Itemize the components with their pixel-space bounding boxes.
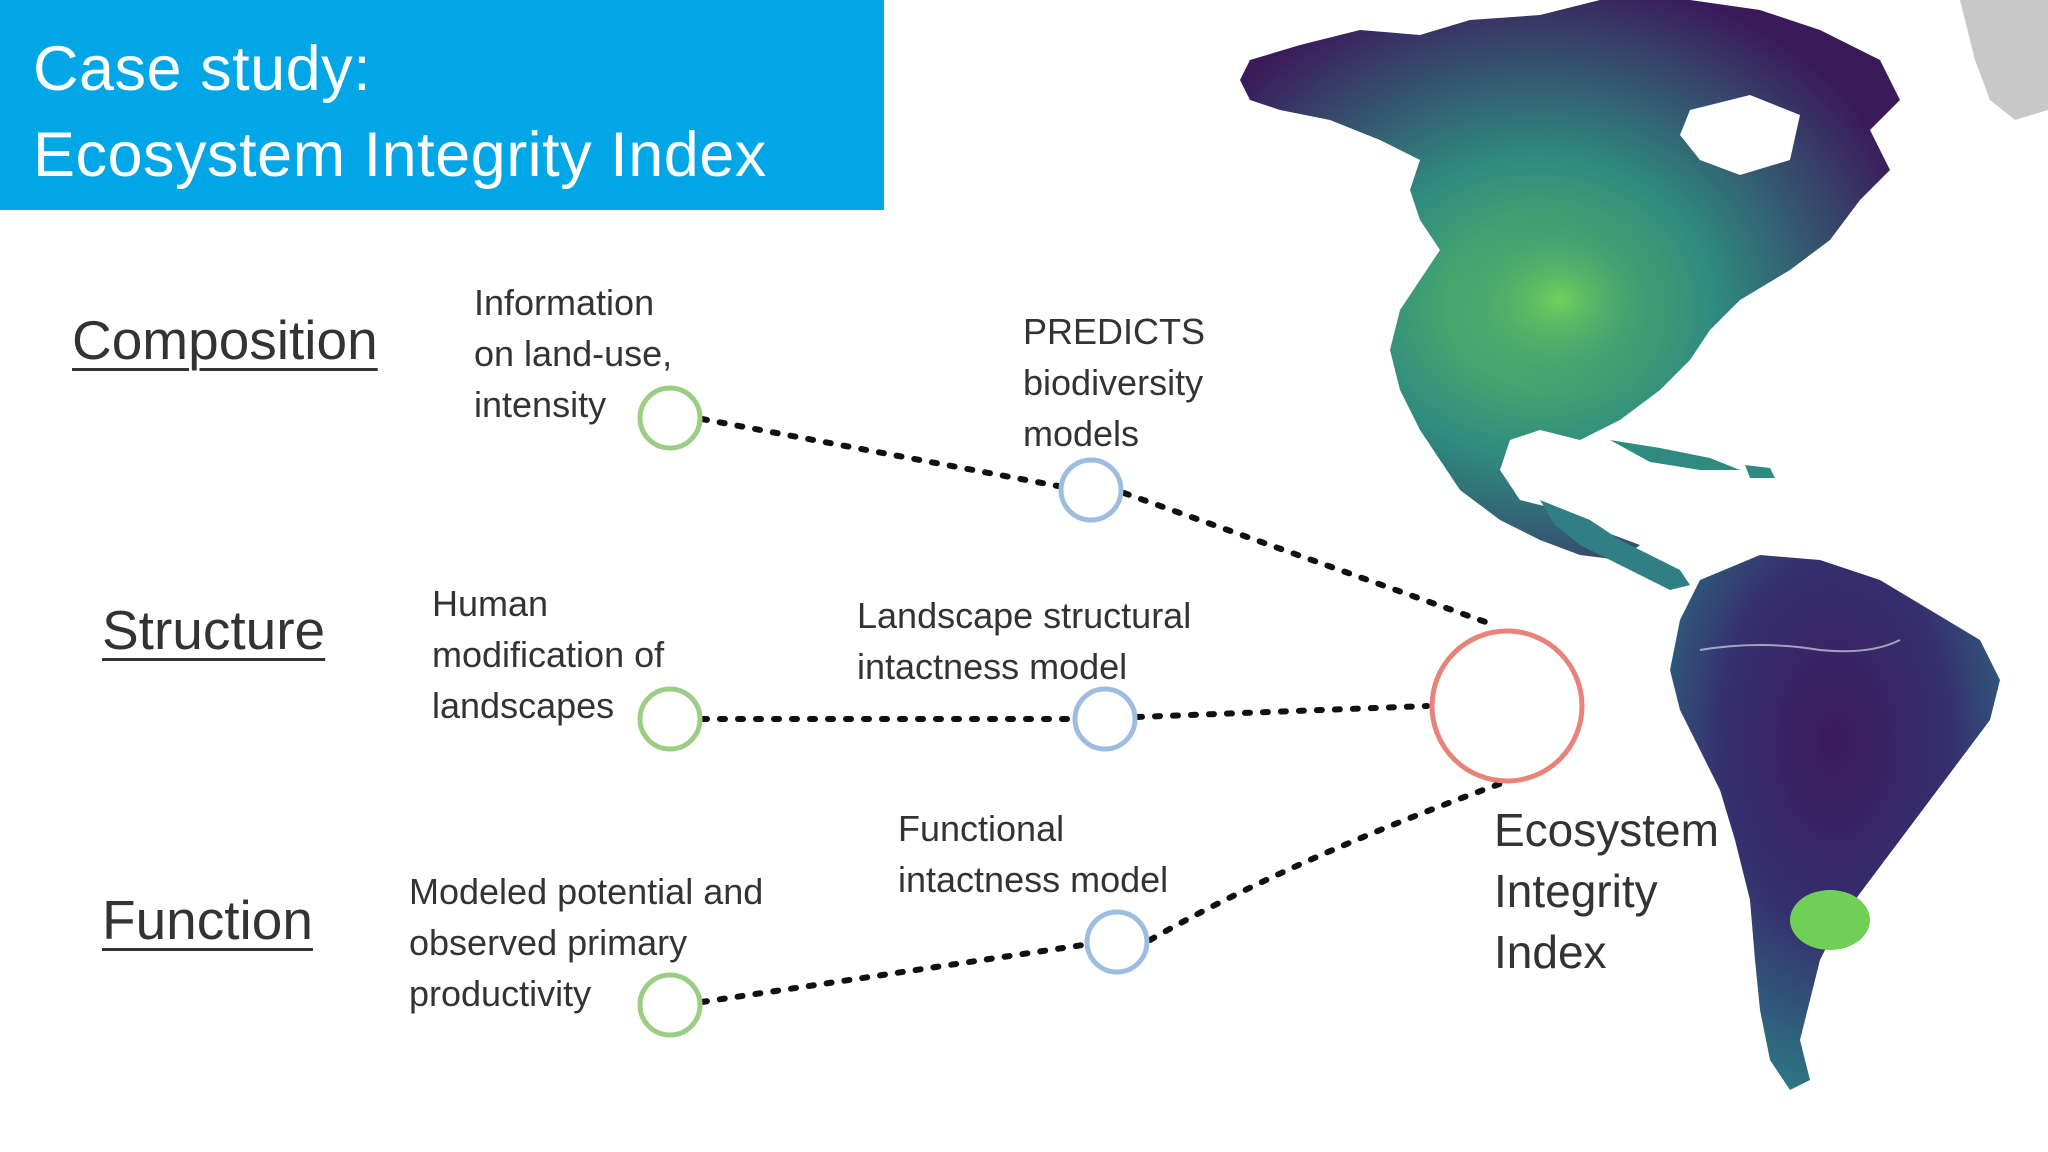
amazon-river [1699, 639, 1901, 653]
connector-composition-model-to-index [1121, 490, 1497, 628]
input-node-composition [637, 385, 703, 451]
central-america-shape [1540, 500, 1690, 590]
title-banner: Case study: Ecosystem Integrity Index [0, 0, 884, 210]
model-label-composition: PREDICTS biodiversity models [1023, 306, 1205, 459]
model-label-structure-line: Landscape structural [857, 595, 1192, 636]
output-label-line: Integrity [1494, 865, 1658, 917]
input-label-function: Modeled potential and observed primary p… [409, 866, 763, 1019]
greenland-shape [1960, 0, 2048, 120]
output-label-line: Ecosystem [1494, 804, 1719, 856]
model-nodes [1058, 457, 1150, 975]
input-nodes [637, 385, 703, 1038]
model-label-composition-line: PREDICTS [1023, 311, 1206, 352]
connector-composition-input-to-model [699, 416, 1061, 489]
connector-lines [699, 416, 1508, 1005]
connector-function-model-to-index [1147, 779, 1508, 943]
pillar-structure: Structure [102, 599, 326, 661]
input-label-composition-line: intensity [474, 384, 607, 425]
input-label-composition-line: Information [474, 282, 655, 323]
model-node-structure [1072, 686, 1138, 752]
input-node-structure [637, 686, 703, 752]
pillar-function: Function [102, 889, 313, 951]
hudson-bay-shape [1680, 95, 1800, 175]
output-label-index: Ecosystem Integrity Index [1494, 800, 1719, 983]
cuba-shape [1610, 440, 1740, 470]
us-green-region [1450, 210, 1670, 390]
input-label-composition: Information on land-use, intensity [474, 277, 672, 430]
input-node-function [637, 972, 703, 1038]
title-line-2: Ecosystem Integrity Index [33, 120, 767, 190]
input-label-structure-line: landscapes [432, 685, 615, 726]
connector-structure-model-to-index [1134, 703, 1430, 720]
input-label-structure-line: Human [432, 583, 549, 624]
model-label-structure-line: intactness model [857, 646, 1128, 687]
input-label-function-line: productivity [409, 973, 592, 1014]
pampas-green-region [1790, 890, 1870, 950]
hispaniola-shape [1745, 465, 1775, 478]
model-label-function-line: intactness model [898, 859, 1169, 900]
model-label-function: Functional intactness model [898, 803, 1168, 905]
input-label-function-line: observed primary [409, 922, 688, 963]
model-label-composition-line: models [1023, 413, 1140, 454]
input-label-function-line: Modeled potential and [409, 871, 764, 912]
output-label-line: Index [1494, 926, 1607, 978]
input-label-structure-line: modification of [432, 634, 665, 675]
model-label-function-line: Functional [898, 808, 1065, 849]
model-node-function [1084, 909, 1150, 975]
output-node-index [1429, 628, 1585, 784]
connector-function-input-to-model [699, 942, 1086, 1005]
south-america-shape [1670, 555, 2000, 1090]
input-label-structure: Human modification of landscapes [432, 578, 664, 731]
model-label-structure: Landscape structural intactness model [857, 590, 1191, 692]
model-node-composition [1058, 457, 1124, 523]
title-line-1: Case study: [33, 34, 372, 104]
input-label-composition-line: on land-use, [474, 333, 673, 374]
model-label-composition-line: biodiversity [1023, 362, 1204, 403]
pillar-composition: Composition [72, 309, 378, 371]
